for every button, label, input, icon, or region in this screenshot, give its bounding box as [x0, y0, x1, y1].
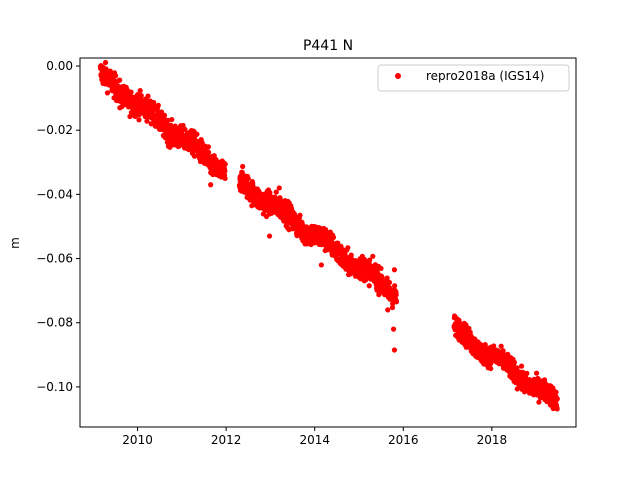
data-point: [533, 370, 540, 376]
data-point: [370, 253, 376, 259]
data-point: [364, 275, 370, 281]
data-point: [192, 153, 198, 159]
y-tick-label: −0.02: [36, 123, 73, 137]
data-point: [145, 93, 151, 99]
y-axis-label: m: [8, 237, 22, 249]
x-tick-label: 2010: [122, 433, 153, 447]
legend-frame: [377, 64, 570, 92]
x-tick-label: 2014: [299, 433, 330, 447]
data-point: [385, 307, 391, 313]
data-point: [391, 267, 398, 273]
x-axis: 2010 2012 2014 2016 2018: [122, 427, 507, 447]
data-point: [169, 116, 175, 123]
data-point: [113, 73, 119, 79]
legend: repro2018a (IGS14): [377, 64, 570, 92]
data-point: [536, 399, 542, 405]
x-tick-label: 2018: [477, 433, 508, 447]
data-point: [330, 234, 337, 240]
data-point: [222, 168, 228, 174]
y-tick-label: −0.04: [36, 187, 73, 201]
y-tick-label: 0.00: [46, 59, 73, 73]
data-point: [518, 363, 525, 369]
data-point: [367, 257, 373, 263]
data-point: [482, 341, 488, 348]
data-point: [144, 118, 150, 124]
data-point: [393, 292, 399, 298]
data-point: [206, 149, 212, 155]
data-point: [155, 102, 161, 108]
data-point: [390, 326, 397, 332]
data-point: [273, 189, 279, 195]
data-point: [245, 175, 251, 182]
data-point: [182, 126, 188, 133]
data-point: [137, 88, 143, 94]
data-point: [222, 175, 228, 182]
data-point: [291, 211, 298, 217]
data-point: [167, 144, 173, 150]
data-point: [180, 122, 186, 129]
data-point: [514, 365, 520, 371]
data-point: [386, 279, 393, 286]
data-point: [524, 370, 530, 376]
data-points: [97, 59, 560, 412]
plot-frame: [79, 57, 577, 428]
data-point: [393, 298, 400, 304]
data-point: [117, 77, 123, 83]
legend-label-series: repro2018a (IGS14): [426, 69, 544, 83]
data-point: [379, 274, 385, 280]
y-axis: 0.00 −0.02 −0.04 −0.06 −0.08 −0.10: [36, 59, 80, 394]
x-tick-label: 2016: [388, 433, 419, 447]
data-point: [451, 323, 457, 329]
data-point: [194, 131, 200, 137]
data-point: [240, 163, 246, 170]
data-point: [491, 343, 497, 349]
data-point: [161, 112, 168, 118]
data-point: [98, 63, 104, 69]
data-point: [511, 359, 518, 366]
data-point: [104, 90, 111, 96]
data-point: [384, 275, 390, 281]
legend-marker: [395, 73, 401, 79]
data-point: [389, 304, 396, 311]
y-tick-label: −0.10: [36, 380, 73, 394]
data-point: [199, 140, 205, 146]
data-point: [345, 245, 351, 251]
data-point: [348, 252, 354, 258]
data-point: [498, 343, 504, 349]
data-point: [554, 406, 560, 412]
data-point: [297, 212, 303, 218]
data-point: [276, 185, 282, 191]
data-point: [128, 89, 134, 95]
data-point: [366, 283, 372, 289]
y-tick-label: −0.06: [36, 252, 73, 266]
data-point: [378, 265, 384, 272]
data-point: [554, 396, 560, 402]
data-point: [391, 347, 398, 353]
data-point: [205, 144, 212, 150]
data-point: [392, 283, 398, 289]
data-point: [138, 92, 144, 99]
data-point: [102, 59, 109, 66]
data-point: [318, 262, 324, 268]
data-point: [222, 161, 228, 167]
data-point: [488, 365, 494, 372]
data-point: [239, 188, 245, 194]
data-point: [266, 233, 273, 239]
data-point: [553, 389, 559, 395]
data-point: [117, 105, 123, 111]
y-tick-label: −0.08: [36, 316, 73, 330]
data-point: [165, 117, 171, 123]
data-point: [136, 117, 142, 123]
chart-title: P441 N: [303, 38, 353, 54]
data-point: [535, 376, 541, 382]
data-point: [267, 190, 273, 196]
data-point: [208, 182, 214, 188]
x-tick-label: 2012: [211, 433, 242, 447]
